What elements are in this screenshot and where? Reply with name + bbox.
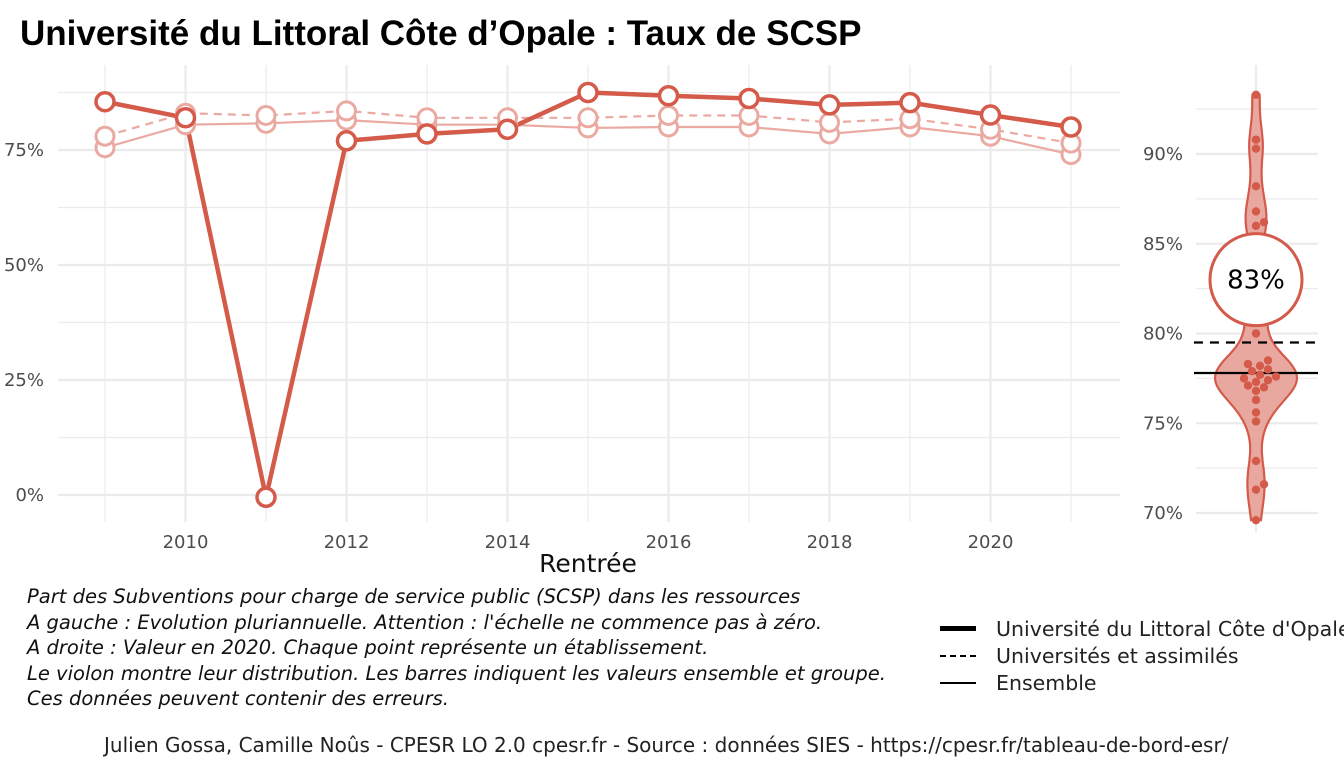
violin-data-point [1251,377,1261,387]
legend-label: Universités et assimilés [996,643,1239,668]
data-point-solid-thick [94,90,116,113]
legend-key-solid-thick [938,615,978,642]
violin-data-point [1251,144,1261,153]
data-point-dashed [819,111,840,133]
x-tick-label: 2014 [485,532,531,553]
violin-data-point [1239,374,1249,383]
data-point-solid-thick [979,104,1002,126]
x-tick-label: 2020 [968,532,1014,553]
data-point-dashed [658,105,679,126]
violin-data-point [1263,356,1273,365]
highlight-circle [1208,232,1304,328]
data-point-dashed [94,125,116,147]
note-line: A droite : Valeur en 2020. Chaque point … [27,636,709,660]
left-x-tick-labels: 2010 2012 2014 2016 2018 2020 [163,532,1014,553]
violin-data-point [1251,90,1261,99]
violin-data-point [1263,365,1273,374]
y-tick-label: 80% [1143,324,1183,345]
violin-data-point [1263,375,1273,385]
violin-data-point [1259,480,1269,489]
data-point-solid-thick [496,118,519,141]
data-point-dashed [255,105,277,126]
violin-data-point [1243,359,1253,369]
data-point-dashed [336,100,357,122]
data-point-solid-thick [818,94,841,116]
y-tick-label: 50% [4,255,44,276]
data-point-solid-thick [899,91,921,114]
data-point-dashed [577,107,599,129]
violin-data-point [1251,485,1261,494]
violin-data-point [1243,381,1253,390]
violin-data-point [1251,182,1261,191]
legend-item: Ensemble [938,669,1344,696]
note-line: Part des Subventions pour charge de serv… [27,585,801,608]
violin-data-point [1251,386,1261,396]
legend-key-solid [938,669,978,696]
highlight-bubble: 83% [1208,232,1304,328]
x-tick-label: 2016 [646,532,692,553]
x-tick-label: 2010 [163,532,209,553]
violin-data-point [1271,372,1281,381]
y-tick-label: 85% [1143,234,1183,255]
legend-key-dashed [938,642,978,669]
y-tick-label: 75% [1143,413,1183,434]
violin-data-point [1251,408,1261,417]
y-tick-label: 70% [1143,503,1183,524]
left-series-points [94,81,1082,509]
violin-data-point [1247,366,1257,376]
reference-lines [1194,341,1318,375]
violin-data-point [1251,456,1261,466]
violin-data-point [1251,135,1261,144]
data-point-solid-thick [174,107,197,129]
right-y-tick-labels: 70% 75% 80% 85% 90% [1143,144,1183,524]
violin-data-point [1255,361,1265,371]
notes-block: Part des Subventions pour charge de serv… [27,584,886,712]
violin-data-point [1251,221,1261,230]
legend-label: Ensemble [996,670,1097,695]
data-point-solid-thick [416,123,438,145]
highlight-label: 83% [1227,266,1285,296]
x-tick-label: 2018 [807,532,853,553]
violin-data-point [1251,515,1261,525]
x-axis-title: Rentrée [539,549,637,578]
data-point-solid-thick [255,486,277,509]
data-point-solid-thick [335,130,358,152]
chart-title: Université du Littoral Côte d’Opale : Ta… [20,14,862,53]
note-line: A gauche : Evolution pluriannuelle. Atte… [27,610,823,634]
violin-data-point [1259,383,1269,392]
data-point-solid-thick [577,81,599,104]
y-tick-label: 25% [4,370,44,391]
data-point-solid-thick [738,87,760,110]
violin-data-point [1255,370,1265,379]
note-line: Le violon montre leur distribution. Les … [27,661,886,685]
violin-data-point [1251,395,1261,405]
y-tick-label: 75% [4,140,44,161]
y-tick-label: 90% [1143,144,1183,165]
violin-data-point [1251,329,1261,338]
data-point-solid-thick [657,84,680,107]
legend-item: Universités et assimilés [938,642,1344,669]
note-line: Ces données peuvent contenir des erreurs… [27,687,449,711]
legend-item: Université du Littoral Côte d'Opale [938,615,1344,642]
violin-data-point [1259,218,1269,227]
left-y-tick-labels: 0% 25% 50% 75% [4,140,44,506]
violin-data-point [1251,417,1261,426]
y-tick-label: 0% [15,485,44,506]
x-tick-label: 2012 [324,532,370,553]
data-point-solid-thick [1060,116,1082,138]
legend-label: Université du Littoral Côte d'Opale [996,616,1344,641]
legend: Université du Littoral Côte d'Opale Univ… [938,615,1344,696]
source-caption: Julien Gossa, Camille Noûs - CPESR LO 2.… [104,733,1229,757]
violin-data-point [1251,207,1261,216]
